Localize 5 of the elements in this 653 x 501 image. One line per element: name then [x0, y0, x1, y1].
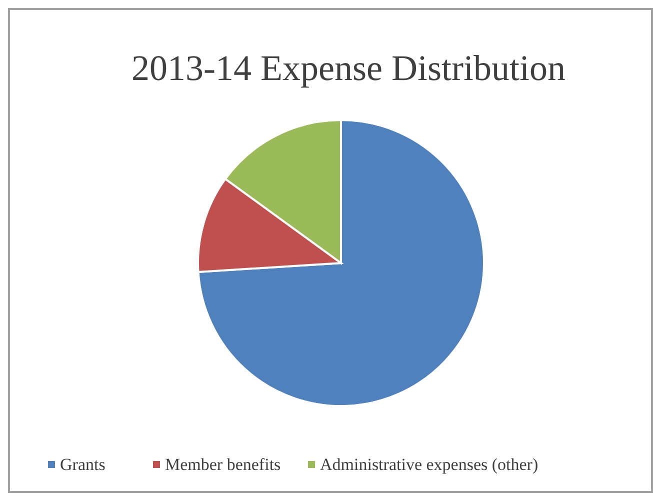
pie-slice	[197, 119, 485, 407]
legend-label: Member benefits	[165, 455, 281, 474]
legend-label: Administrative expenses (other)	[320, 455, 538, 474]
legend-label: Grants	[60, 455, 106, 474]
chart-title: 2013-14 Expense Distribution	[132, 48, 566, 88]
